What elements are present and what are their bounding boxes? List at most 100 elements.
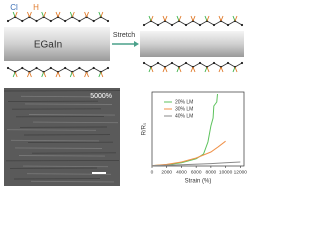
bond xyxy=(232,15,236,22)
x-tick-label: 2000 xyxy=(161,169,172,175)
streak xyxy=(18,155,106,157)
bond xyxy=(206,15,210,22)
legend-label: 30% LM xyxy=(175,106,193,112)
x-tick-label: 4000 xyxy=(176,169,187,175)
carbon xyxy=(198,61,202,65)
carbon xyxy=(142,61,146,65)
bond xyxy=(150,66,154,73)
carbon xyxy=(240,61,244,65)
bond xyxy=(84,11,87,18)
bond xyxy=(43,11,47,18)
bond xyxy=(12,11,16,18)
bond xyxy=(162,66,166,73)
data-line xyxy=(151,140,226,167)
bond xyxy=(232,66,236,73)
carbon xyxy=(21,19,24,23)
sem-image xyxy=(4,88,120,186)
streak xyxy=(26,173,112,175)
carbon xyxy=(156,61,160,65)
bond xyxy=(84,71,87,78)
bond xyxy=(164,66,168,73)
x-tick-label: 12000 xyxy=(234,169,248,175)
schematic: EGaIn Stretch Cl H xyxy=(4,3,244,78)
plot-frame xyxy=(151,91,245,167)
bond xyxy=(192,15,196,22)
carbon xyxy=(226,61,230,65)
x-tick-label: 8000 xyxy=(206,169,217,175)
streak xyxy=(24,103,113,105)
carbon xyxy=(240,23,244,27)
bond xyxy=(14,71,18,78)
carbon xyxy=(6,66,10,70)
bond xyxy=(204,66,208,73)
bond xyxy=(192,66,196,73)
atom-label: Cl xyxy=(10,3,18,12)
chart: 0 2000 4000 6000 8000 10000 12000 Strain (%) R/R… xyxy=(142,91,248,185)
carbon xyxy=(170,23,174,27)
carbon xyxy=(226,23,230,27)
carbon xyxy=(92,19,95,23)
bond xyxy=(190,15,194,22)
legend-label: 40% LM xyxy=(175,113,193,119)
bond xyxy=(27,11,30,18)
bond xyxy=(176,66,180,73)
bond xyxy=(178,66,182,73)
carbon xyxy=(35,19,38,23)
carbon xyxy=(6,19,10,23)
bond xyxy=(204,15,208,22)
strain-label: 5000% xyxy=(90,93,112,100)
bond xyxy=(176,15,180,22)
bond xyxy=(71,71,75,78)
arrow-head xyxy=(134,41,139,47)
carbon xyxy=(49,66,52,70)
bond xyxy=(100,71,104,78)
streaks xyxy=(3,90,121,183)
bond xyxy=(29,11,32,18)
carbon xyxy=(35,66,38,70)
bond xyxy=(27,71,30,78)
x-tick-label: 10000 xyxy=(219,169,233,175)
bond xyxy=(55,11,59,18)
carbon xyxy=(78,66,81,70)
bond xyxy=(218,66,222,73)
bond xyxy=(98,71,102,78)
streak xyxy=(22,165,109,168)
streak xyxy=(32,121,119,124)
bond xyxy=(148,66,152,73)
bond xyxy=(14,11,18,18)
carbon xyxy=(49,19,52,23)
carbon xyxy=(212,61,216,65)
arrow-label: Stretch xyxy=(113,32,135,39)
bond xyxy=(206,66,210,73)
liquid-metal-slab xyxy=(4,27,110,61)
streak xyxy=(30,180,115,183)
metal-label: EGaIn xyxy=(34,40,62,51)
bond xyxy=(98,11,102,18)
figure: EGaIn Stretch Cl H 5000% 0 2000 4000 6000 80… xyxy=(3,3,248,186)
carbon xyxy=(64,19,67,23)
bond xyxy=(71,11,75,18)
streak xyxy=(28,114,116,116)
carbon xyxy=(184,23,188,27)
bond xyxy=(29,71,32,78)
micrograph: 5000% xyxy=(3,88,121,186)
carbon xyxy=(198,23,202,27)
carbon xyxy=(78,19,81,23)
bond xyxy=(164,15,168,22)
carbon xyxy=(142,23,146,27)
y-axis-label: R/R₀ xyxy=(142,122,148,135)
data-line xyxy=(151,93,219,167)
bond xyxy=(100,11,104,18)
bond xyxy=(218,15,222,22)
bond xyxy=(12,71,16,78)
bond xyxy=(41,11,45,18)
bond xyxy=(190,66,194,73)
bond xyxy=(57,11,61,18)
bond xyxy=(69,11,73,18)
atom-label: H xyxy=(33,3,39,12)
bond xyxy=(220,66,224,73)
bond xyxy=(41,71,45,78)
bond xyxy=(162,15,166,22)
x-axis-label: Strain (%) xyxy=(185,179,212,185)
carbon xyxy=(170,61,174,65)
